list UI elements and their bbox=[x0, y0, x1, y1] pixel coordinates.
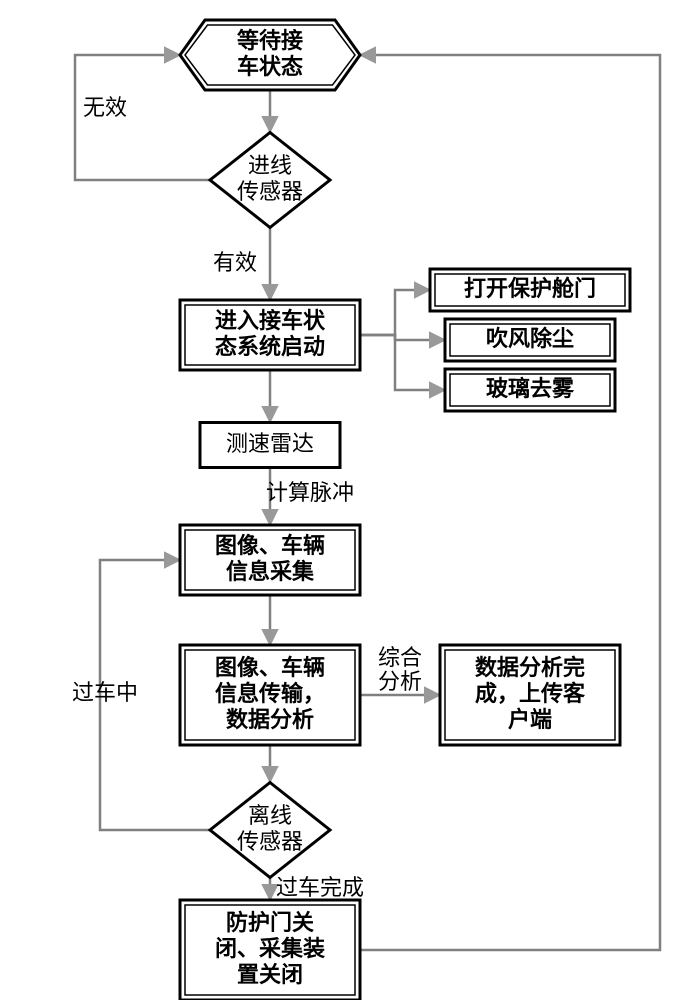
edge-label-sensor_out-collect: 过车中 bbox=[72, 680, 138, 705]
edge-close-wait bbox=[360, 55, 660, 950]
edge-label-radar-collect: 计算脉冲 bbox=[266, 480, 354, 505]
node-label-enter: 进入接车状态系统启动 bbox=[215, 308, 326, 359]
node-label-analyze: 图像、车辆信息传输，数据分析 bbox=[215, 655, 325, 732]
node-label-collect: 图像、车辆信息采集 bbox=[215, 533, 325, 584]
edge-label-sensor_in-wait: 无效 bbox=[83, 95, 127, 120]
node-label-wait: 等待接车状态 bbox=[237, 28, 303, 79]
node-label-door: 打开保护舱门 bbox=[464, 276, 596, 301]
node-label-defog: 玻璃去雾 bbox=[486, 376, 575, 401]
edge-label-sensor_in-enter: 有效 bbox=[213, 250, 257, 275]
edge-label-analyze-upload: 综合分析 bbox=[378, 645, 422, 694]
flowchart-canvas: 无效有效计算脉冲综合分析过车中过车完成等待接车状态进线传感器进入接车状态系统启动… bbox=[0, 0, 697, 1000]
node-label-blow: 吹风除尘 bbox=[486, 326, 574, 351]
node-label-radar: 测速雷达 bbox=[226, 431, 314, 456]
edge-enter-defog bbox=[360, 335, 445, 390]
edge-enter-door bbox=[360, 290, 430, 335]
edge-label-sensor_out-close: 过车完成 bbox=[276, 875, 364, 900]
